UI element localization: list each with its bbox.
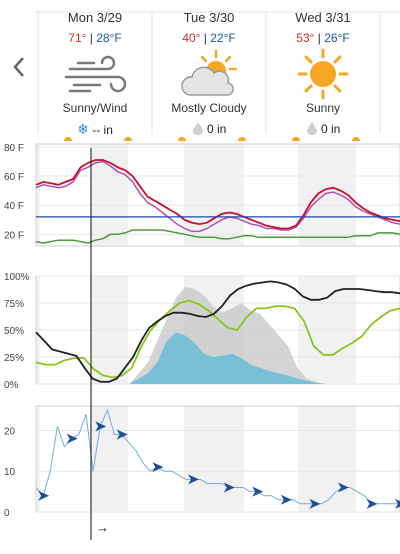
wind-arrow-icon [309, 498, 321, 509]
wind-arrow-icon [280, 494, 292, 505]
humidity-line [35, 299, 400, 379]
raindrop-icon [306, 122, 317, 135]
wind-arrow-icon [152, 462, 164, 473]
y-tick-label: 0 [4, 508, 10, 519]
sky-cover-area [36, 286, 400, 384]
sun-marker [238, 137, 246, 141]
condition-text: Mostly Cloudy [171, 101, 247, 115]
y-tick-label: 75% [4, 299, 24, 310]
previous-days-button[interactable] [8, 52, 30, 82]
sun-marker [64, 137, 72, 141]
sun-icon [266, 47, 380, 101]
day-label: Wed 3/31 [295, 10, 351, 25]
wind-arrow-icon [38, 490, 50, 501]
wind-direction-indicator: → [96, 520, 109, 535]
day-label: Mon 3/29 [67, 10, 123, 25]
high-temp: 71° [68, 31, 87, 45]
sun-marker [124, 137, 132, 141]
cloud-cover-line [35, 280, 400, 383]
feels-like-line [35, 160, 400, 233]
hi-lo-temps: 71° | 28°F [68, 31, 122, 45]
precip-amount: 0 in [320, 122, 341, 136]
y-tick-label: 20 [4, 426, 16, 437]
day-column-mon[interactable]: Mon 3/29 71° | 28°F Sunny/Wind ❄ -- in [38, 10, 152, 137]
y-tick-label: 60 F [4, 172, 24, 183]
night-shade [36, 144, 40, 246]
y-tick-label: 40 F [4, 201, 24, 212]
sun-marker [178, 137, 186, 141]
night-shade [184, 144, 244, 246]
sun-marker [352, 137, 360, 141]
precip-row: 0 in [152, 121, 266, 137]
wind-arrow-icon [66, 433, 78, 444]
plot-frame [35, 143, 400, 247]
wind-arrow-icon [395, 498, 400, 509]
precip-row: 0 in [266, 121, 380, 137]
y-tick-label: 100% [4, 272, 30, 283]
wind-arrow-icon [252, 486, 264, 497]
wind-arrow-icon [188, 474, 200, 485]
chevron-left-icon [13, 57, 24, 77]
condition-text: Sunny [305, 101, 341, 115]
dewpoint-line [35, 229, 400, 244]
precip-amount: -- in [92, 123, 113, 137]
y-tick-label: 80 F [4, 143, 24, 154]
hi-lo-temps: 40° | 22°F [182, 31, 236, 45]
low-temp: 26°F [324, 31, 350, 45]
y-tick-label: 20 F [4, 230, 24, 241]
high-temp: 40° [182, 31, 201, 45]
hi-lo-temps: 53° | 26°F [296, 31, 350, 45]
condition-text: Sunny/Wind [62, 101, 128, 115]
day-label: Tue 3/30 [183, 10, 235, 25]
raindrop-icon [192, 122, 203, 135]
wind-arrow-icon [366, 498, 378, 509]
y-tick-label: 10 [4, 467, 16, 478]
night-shade [90, 144, 128, 246]
low-temp: 28°F [96, 31, 122, 45]
y-tick-label: 0% [4, 380, 19, 391]
wind-arrow-icon [95, 421, 107, 432]
night-shade [298, 406, 356, 512]
high-temp: 53° [296, 31, 315, 45]
low-temp: 22°F [210, 31, 236, 45]
temperature-line [35, 159, 400, 230]
day-column-wed[interactable]: Wed 3/31 53° | 26°F Sunny 0 in [266, 10, 380, 137]
night-shade [90, 406, 128, 512]
night-shade [184, 406, 244, 512]
night-shade [36, 406, 40, 512]
wind-arrow-icon [337, 482, 349, 493]
precip-probability-area [36, 332, 400, 384]
wind-arrow-icon [116, 429, 128, 440]
precip-amount: 0 in [206, 122, 227, 136]
partly-cloudy-icon [152, 47, 266, 101]
wind-arrow-icon [223, 482, 235, 493]
precip-row: ❄ -- in [38, 121, 152, 137]
y-tick-label: 50% [4, 326, 24, 337]
snowflake-icon: ❄ [77, 121, 89, 137]
y-tick-label: 25% [4, 353, 24, 364]
sun-marker [292, 137, 300, 141]
day-column-tue[interactable]: Tue 3/30 40° | 22°F Mostly Cloudy 0 in [152, 10, 266, 137]
wind-icon [38, 47, 152, 101]
wind-speed-line [35, 408, 400, 505]
